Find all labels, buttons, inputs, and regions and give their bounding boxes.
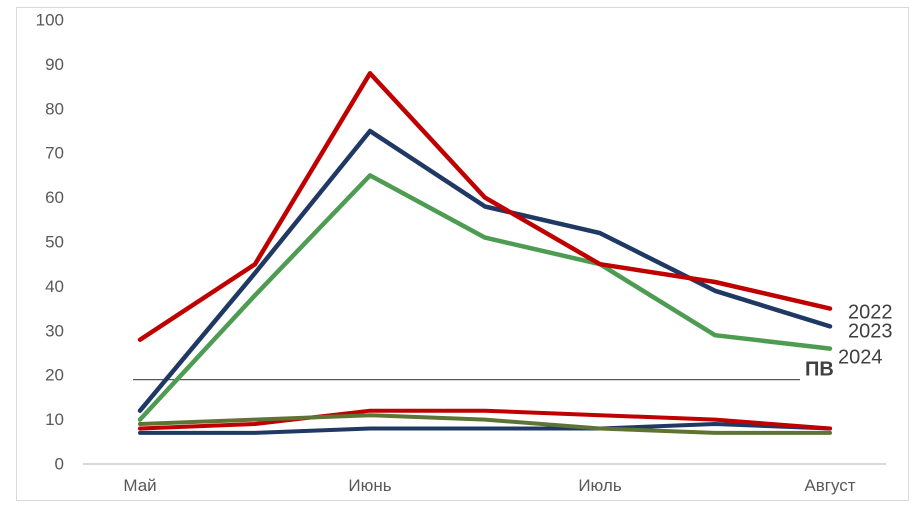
x-axis-tick-label: Июль: [578, 476, 622, 495]
series-end-label-2023: 2023: [848, 320, 893, 342]
series-line-2023: [137, 128, 833, 413]
y-axis-tick-label: 40: [45, 277, 64, 296]
y-axis-tick-label: 60: [45, 188, 64, 207]
series-line-2022: [137, 71, 833, 342]
series-line-2024: [137, 173, 833, 422]
y-axis-tick-label: 0: [55, 455, 64, 474]
series-line-unlabeled-5: [138, 413, 832, 435]
series-line-unlabeled-3: [138, 422, 832, 435]
x-axis-tick-label: Май: [123, 476, 156, 495]
series-end-label-2022: 2022: [848, 302, 893, 324]
series-line-unlabeled-4: [138, 408, 832, 431]
y-axis-tick-label: 50: [45, 233, 64, 252]
reference-line-label: ПВ: [805, 359, 834, 381]
series-end-label-2024: 2024: [838, 347, 883, 369]
y-axis-tick-label: 80: [45, 99, 64, 118]
y-axis-tick-label: 90: [45, 55, 64, 74]
y-axis-tick-label: 10: [45, 410, 64, 429]
y-axis-tick-label: 70: [45, 144, 64, 163]
y-axis-tick-label: 20: [45, 366, 64, 385]
x-axis-tick-label: Август: [804, 476, 855, 495]
x-axis-tick-label: Июнь: [348, 476, 391, 495]
y-axis-tick-label: 30: [45, 321, 64, 340]
y-axis-tick-label: 100: [36, 11, 64, 30]
